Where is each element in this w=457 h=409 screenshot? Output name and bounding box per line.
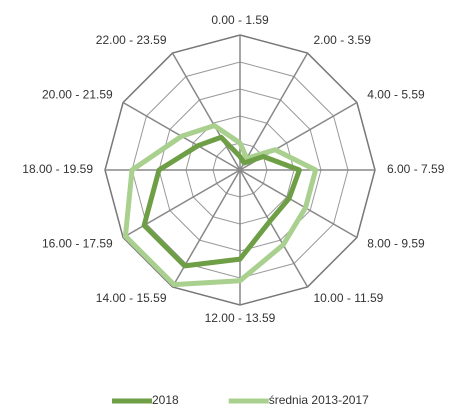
category-label: 12.00 - 13.59	[205, 311, 276, 325]
series-line	[122, 123, 319, 288]
spoke	[239, 52, 309, 171]
category-label: 14.00 - 15.59	[96, 291, 167, 305]
category-label: 20.00 - 21.59	[42, 88, 113, 102]
category-label: 10.00 - 11.59	[314, 291, 384, 305]
legend-label: 2018	[152, 393, 179, 407]
category-label: 4.00 - 5.59	[367, 88, 425, 102]
spoke	[239, 169, 358, 239]
category-label: 16.00 - 17.59	[42, 237, 113, 251]
category-label: 6.00 - 7.59	[387, 162, 445, 176]
legend-label: średnia 2013-2017	[269, 393, 369, 407]
category-label: 8.00 - 9.59	[367, 237, 425, 251]
spoke	[171, 52, 241, 171]
spoke	[239, 169, 309, 288]
series-line	[141, 134, 302, 269]
category-label: 2.00 - 3.59	[314, 33, 372, 47]
category-label: 18.00 - 19.59	[22, 162, 93, 176]
category-label: 22.00 - 23.59	[96, 33, 167, 47]
category-label: 0.00 - 1.59	[211, 13, 269, 27]
